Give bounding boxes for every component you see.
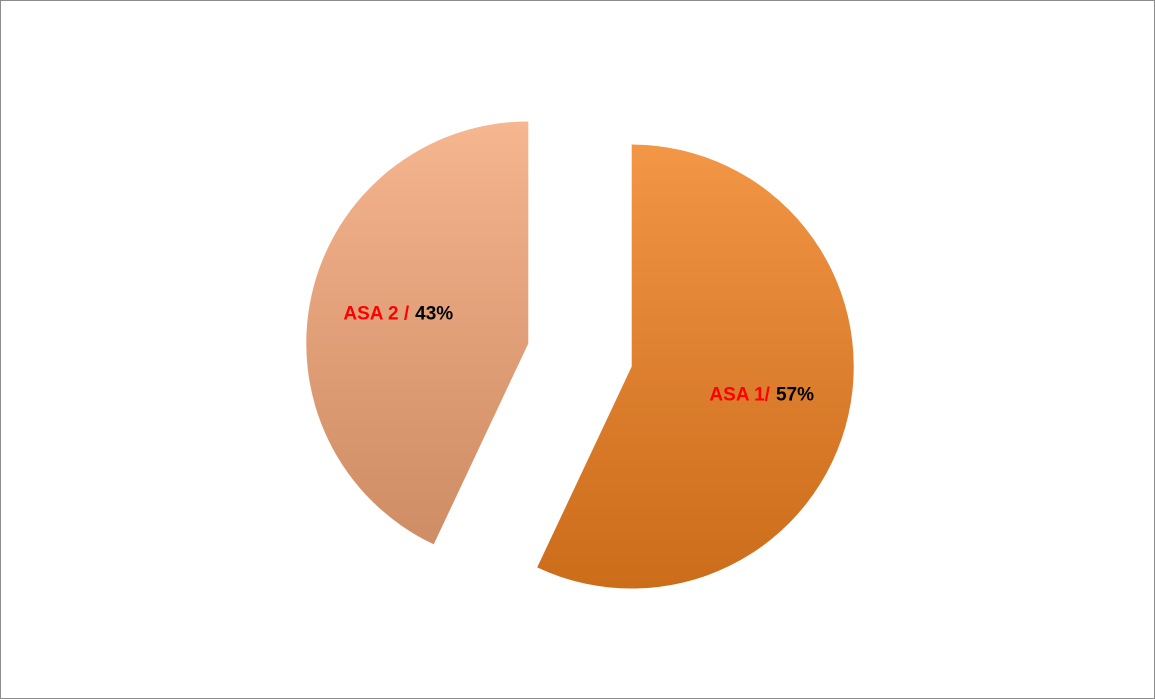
value-label: 57% — [776, 385, 814, 406]
data-label: ASA 1/57% — [709, 385, 814, 406]
data-label: ASA 2 /43% — [343, 303, 453, 324]
slice-shading — [306, 121, 529, 545]
value-label: 43% — [415, 303, 453, 324]
slice-shading — [537, 144, 854, 589]
category-label: ASA 1/ — [709, 385, 770, 406]
category-label: ASA 2 / — [343, 303, 410, 324]
